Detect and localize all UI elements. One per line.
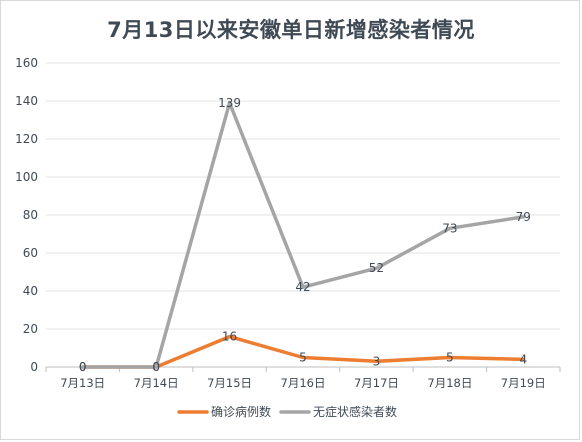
data-label: 5 [446,351,454,365]
legend: 确诊病例数 无症状感染者数 [177,404,397,419]
data-label: 0 [152,360,160,374]
chart-title: 7月13日以来安徽单日新增感染者情况 [107,18,475,42]
y-axis: 0 20 40 60 80 100 120 140 160 [15,56,38,374]
y-tick-label: 20 [23,322,38,336]
y-tick-label: 140 [15,94,38,108]
data-label: 139 [218,96,241,110]
y-tick-label: 120 [15,132,38,146]
x-tick-label: 7月14日 [134,376,179,390]
y-tick-label: 0 [30,360,38,374]
x-tick-label: 7月15日 [207,376,252,390]
x-axis: 7月13日 7月14日 7月15日 7月16日 7月17日 7月18日 7月19日 [45,367,561,390]
data-label: 73 [442,221,457,235]
y-tick-label: 40 [23,284,38,298]
series-line-1 [80,101,526,369]
data-label: 0 [79,360,87,374]
data-label: 5 [299,351,307,365]
data-label: 52 [369,261,384,275]
data-label: 3 [373,354,381,368]
data-label: 0 [79,360,87,374]
x-tick-label: 7月19日 [501,376,546,390]
x-tick-label: 7月18日 [427,376,472,390]
x-tick-label: 7月16日 [281,376,326,390]
data-label: 4 [519,352,527,366]
y-tick-label: 100 [15,170,38,184]
x-tick-label: 7月17日 [354,376,399,390]
legend-label: 确诊病例数 [211,404,271,419]
x-tick-label: 7月13日 [60,376,105,390]
data-label: 42 [295,280,310,294]
y-tick-label: 60 [23,246,38,260]
legend-label: 无症状感染者数 [313,404,397,419]
series-lines [80,101,526,369]
data-label: 16 [222,330,237,344]
y-tick-label: 80 [23,208,38,222]
gridlines [46,62,560,368]
y-tick-label: 160 [15,56,38,70]
data-label: 0 [152,360,160,374]
data-label: 79 [516,210,531,224]
